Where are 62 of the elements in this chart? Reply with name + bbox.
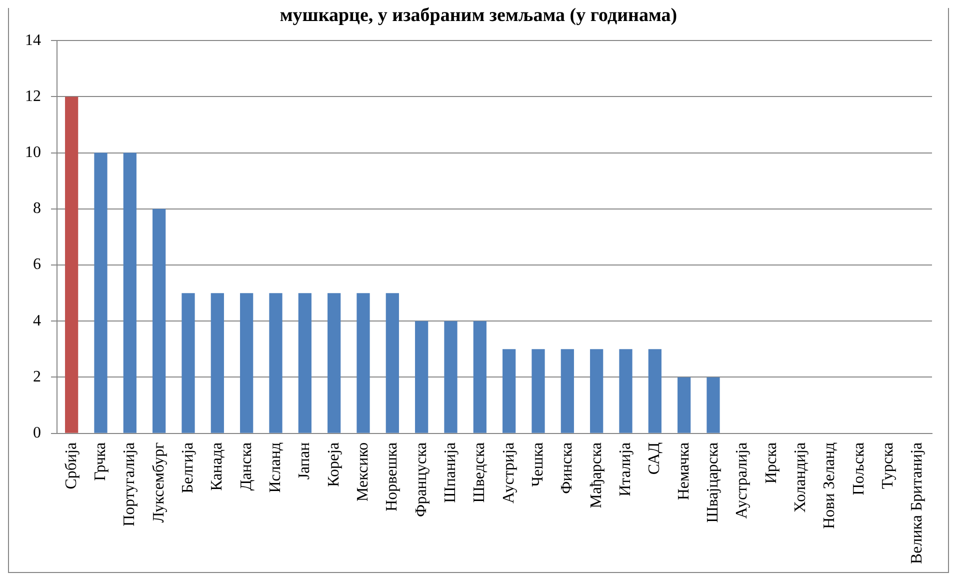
x-tick-label: Финска	[558, 442, 576, 494]
bar	[240, 293, 254, 433]
x-tick-label: Норвешка	[384, 442, 401, 512]
y-tick-label: 14	[25, 32, 41, 49]
bar	[269, 293, 282, 433]
bar	[648, 349, 662, 433]
bar	[678, 377, 691, 433]
x-tick-label: Данска	[238, 442, 255, 491]
x-tick-label: Шпанија	[442, 442, 459, 503]
y-tick-label: 2	[33, 368, 41, 386]
bar	[415, 321, 428, 433]
x-tick-label: Пољска	[850, 442, 868, 496]
x-tick-label: Белгија	[179, 442, 196, 494]
x-tick-label: Аустралија	[734, 442, 751, 519]
x-tick-label: Нови Зеланд	[821, 442, 838, 529]
x-tick-label: Аустрија	[500, 442, 518, 504]
y-tick-label: 8	[33, 200, 41, 218]
bar	[473, 321, 486, 433]
bar	[532, 349, 545, 433]
bar	[502, 349, 516, 433]
x-tick-label: Исланд	[266, 442, 284, 493]
x-tick-label: Швајцарска	[704, 442, 722, 523]
bar	[152, 208, 166, 433]
bar	[65, 96, 78, 433]
x-tick-label: Шведска	[471, 442, 488, 503]
bar	[356, 293, 370, 433]
x-tick-label: Грчка	[92, 442, 109, 481]
x-tick-label: Канада	[208, 442, 226, 491]
bar	[706, 377, 720, 433]
y-tick-label: 4	[33, 312, 41, 330]
x-tick-label: Чешка	[529, 442, 546, 487]
bar	[94, 152, 108, 433]
x-tick-label: Турска	[879, 442, 896, 490]
x-tick-label: Мексико	[354, 442, 372, 502]
bar	[444, 321, 458, 433]
chart-title: мушкарце, у изабраним земљама (у годинама)	[9, 5, 948, 27]
bar	[328, 293, 341, 433]
x-tick-label: Португалија	[121, 442, 138, 526]
bar	[590, 349, 604, 433]
x-tick-label: Мађарска	[588, 442, 605, 508]
x-tick-label: Немачка	[675, 442, 692, 500]
y-tick-label: 12	[25, 88, 41, 105]
x-tick-label: Велика Британија	[908, 442, 926, 564]
x-tick-label: Кореја	[325, 442, 342, 487]
bar	[123, 152, 136, 433]
bar	[619, 349, 632, 433]
bar	[210, 293, 224, 433]
x-tick-label: Србија	[62, 442, 80, 490]
y-tick-label: 0	[33, 424, 41, 442]
x-tick-label: Ирска	[762, 442, 780, 484]
x-tick-label: Луксембург	[150, 442, 168, 523]
y-tick-label: 10	[25, 144, 41, 162]
x-tick-label: Италија	[616, 442, 634, 496]
bar	[386, 293, 399, 433]
x-tick-label: Јапан	[296, 442, 314, 480]
y-tick-label: 6	[33, 256, 41, 274]
x-tick-label: Француска	[412, 442, 430, 517]
bar	[560, 349, 574, 433]
x-tick-label: Холандија	[792, 442, 809, 513]
bar	[298, 293, 312, 433]
bar	[182, 293, 195, 433]
x-tick-label: САД	[646, 442, 664, 475]
